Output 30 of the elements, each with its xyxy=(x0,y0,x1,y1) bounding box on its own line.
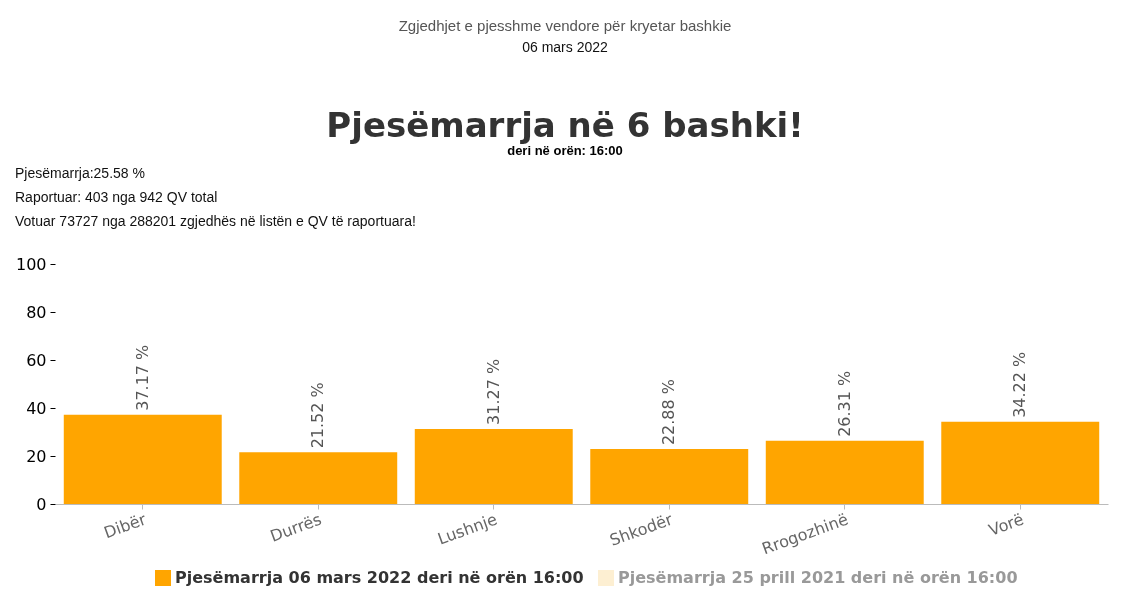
legend-label: Pjesëmarrja 06 mars 2022 deri në orën 16:00 xyxy=(175,568,584,587)
chart-subtitle: deri në orën: 16:00 xyxy=(507,143,623,158)
data-label: 26.31 % xyxy=(834,370,854,437)
y-tick-label: 100 xyxy=(15,254,47,274)
text: Votuar 73727 nga 288201 zgjedhës në listën e QV të raportuara! xyxy=(15,213,416,229)
bar xyxy=(765,440,924,504)
bar xyxy=(941,421,1100,504)
y-tick-label: 80 xyxy=(26,302,47,322)
text: Pjesëmarrja:25.58 % xyxy=(15,165,145,181)
bar xyxy=(590,449,749,504)
x-tick-label: Vorë xyxy=(986,509,1027,540)
text: Zgjedhjet e pjesshme vendore për kryetar bashkie xyxy=(398,17,732,34)
x-tick-label: Dibër xyxy=(101,509,149,543)
y-tick-label: 40 xyxy=(26,398,47,418)
text: Raportuar: 403 nga 942 QV total xyxy=(15,189,218,205)
y-tick-label: 0 xyxy=(36,494,47,514)
y-tick-label: 60 xyxy=(26,350,47,370)
text: 06 mars 2022 xyxy=(522,39,609,55)
data-label: 34.22 % xyxy=(1010,351,1030,418)
data-label: 31.27 % xyxy=(483,358,503,425)
bar xyxy=(414,428,573,504)
bar xyxy=(239,452,398,504)
bar xyxy=(63,414,222,504)
legend-label: Pjesëmarrja 25 prill 2021 deri në orën 16:00 xyxy=(618,568,1018,587)
chart-title: Pjesëmarrja në 6 bashki! xyxy=(326,105,804,145)
data-label: 37.17 % xyxy=(132,344,152,411)
data-label: 22.88 % xyxy=(659,378,679,446)
data-label: 21.52 % xyxy=(308,382,328,449)
x-tick-label: Durrës xyxy=(267,509,325,546)
y-tick-label: 20 xyxy=(26,446,47,466)
